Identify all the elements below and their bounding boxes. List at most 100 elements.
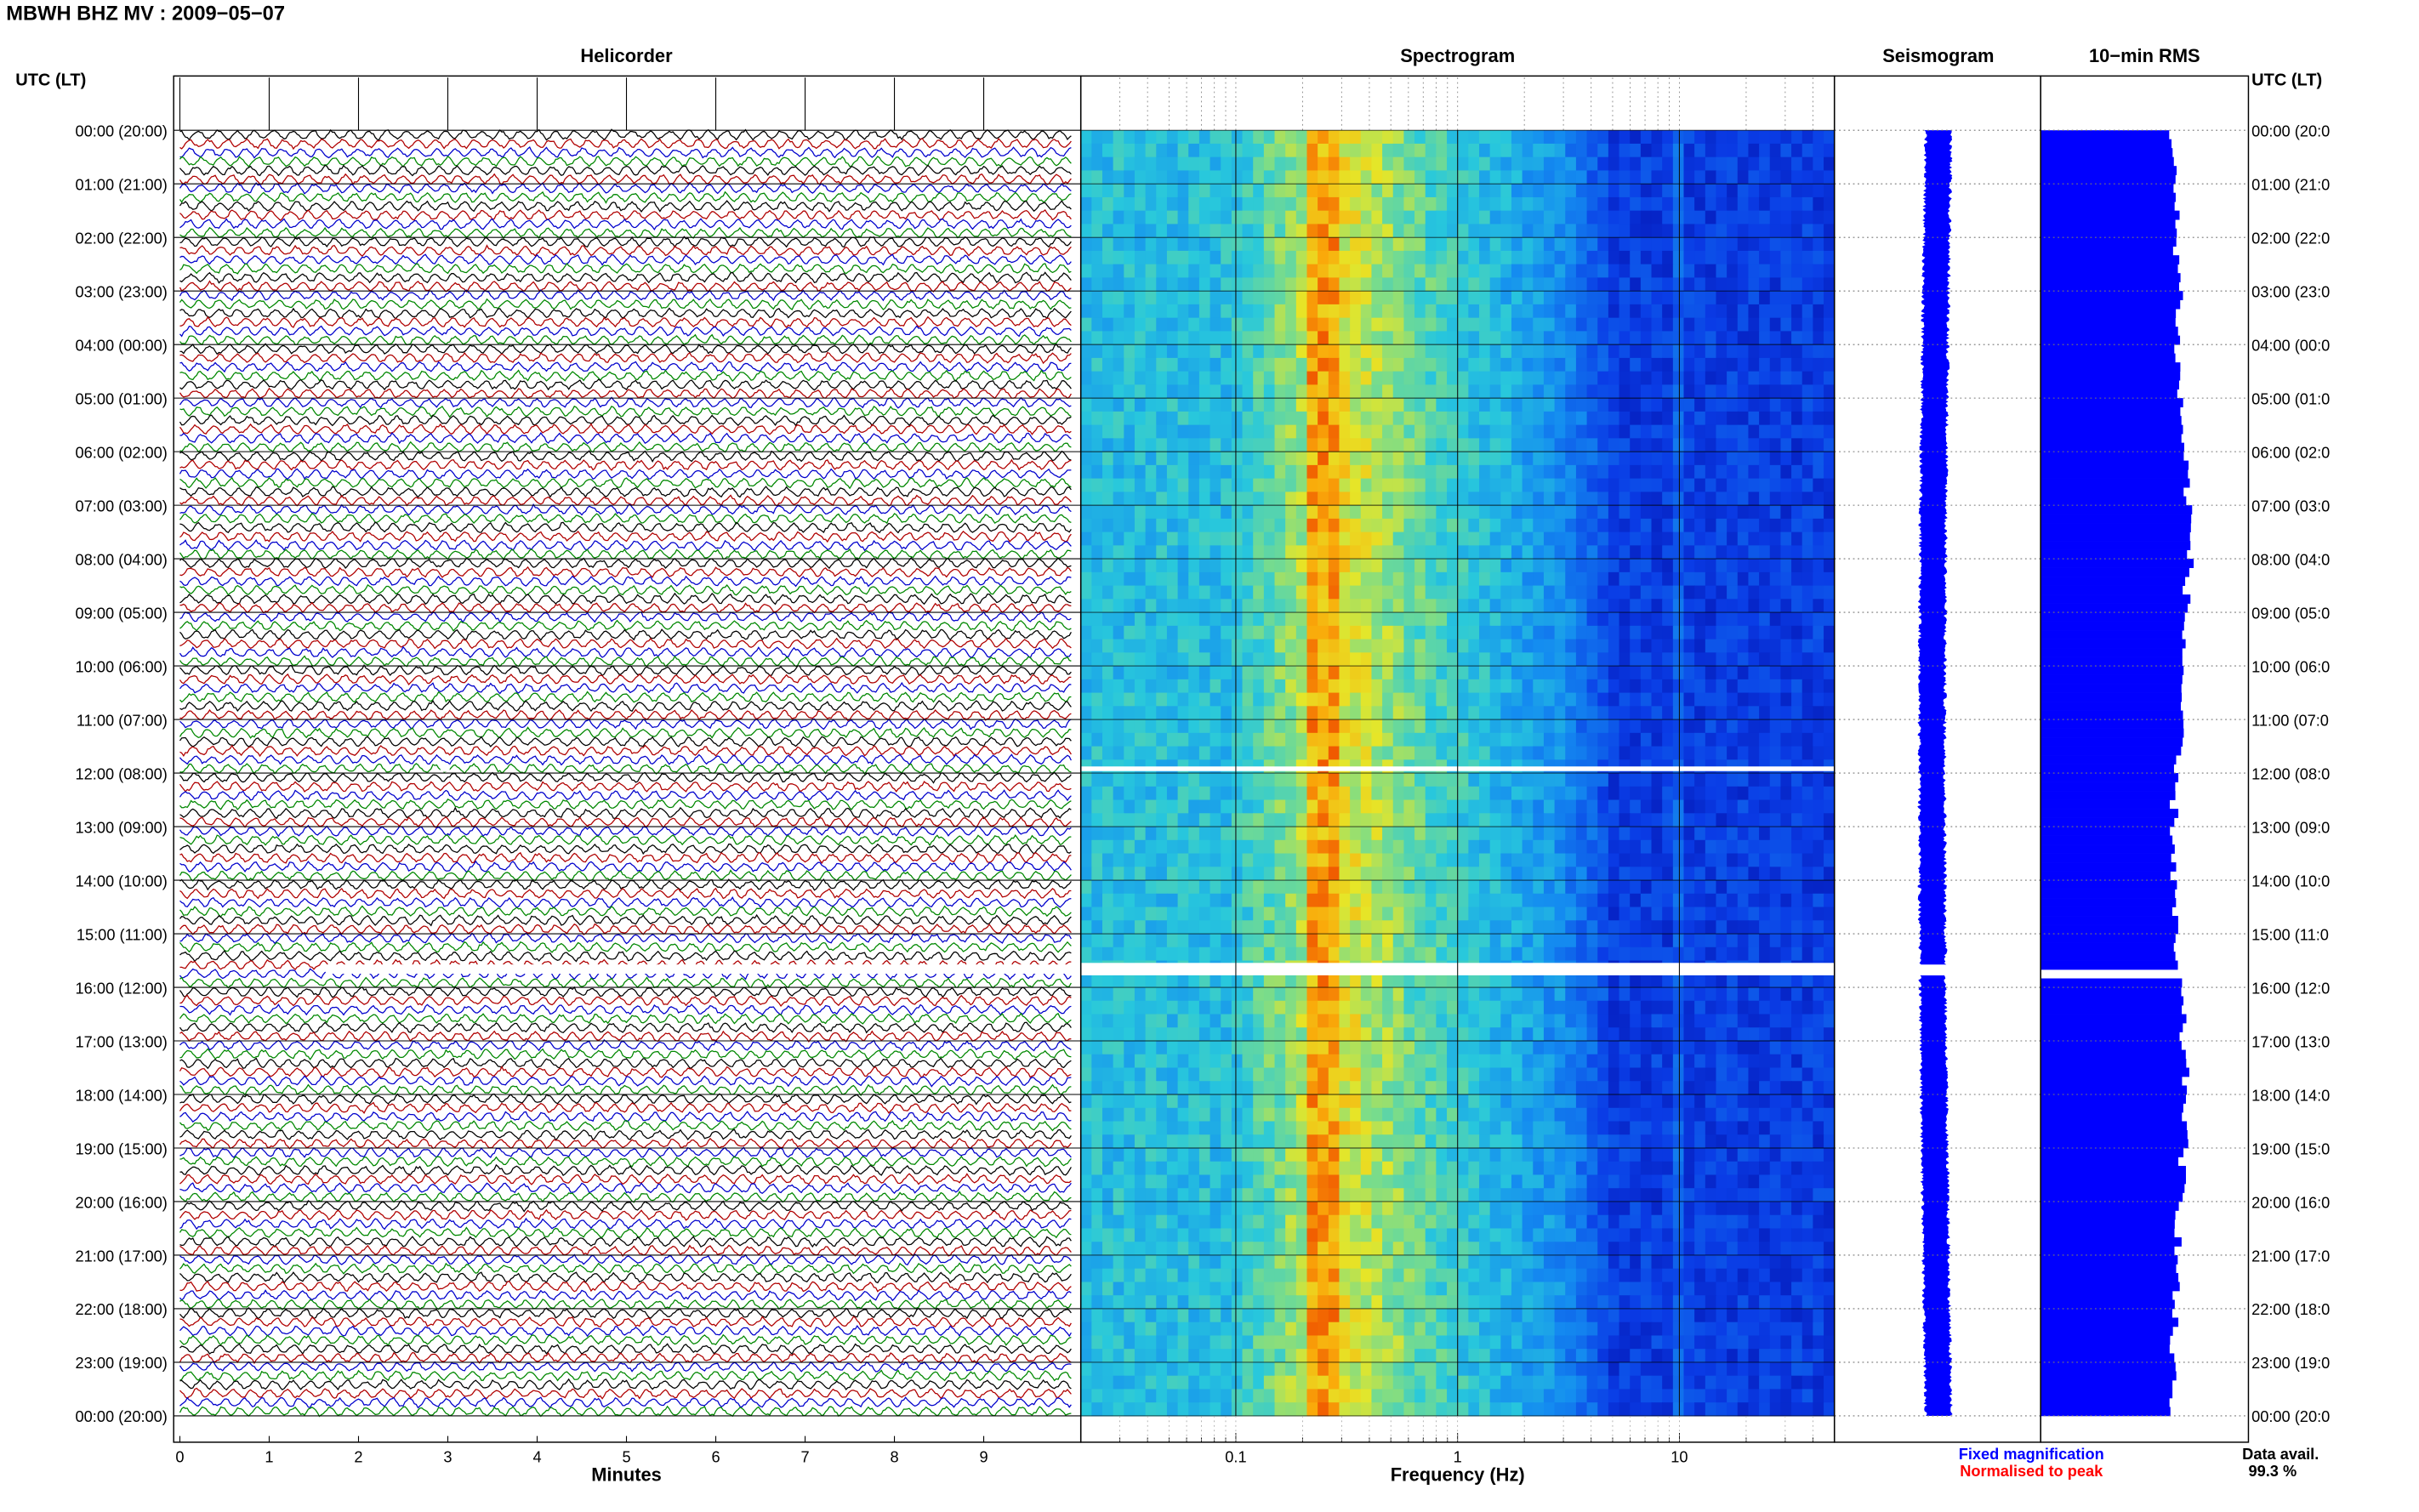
spectrogram-cell — [1210, 692, 1221, 707]
spectrogram-cell — [1683, 746, 1695, 760]
spectrogram-cell — [1188, 277, 1200, 292]
spectrogram-cell — [1748, 304, 1760, 319]
spectrogram-cell — [1306, 237, 1318, 252]
spectrogram-cell — [1447, 1000, 1459, 1015]
spectrogram-cell — [1716, 706, 1727, 720]
spectrogram-cell — [1727, 934, 1739, 948]
spectrogram-cell — [1113, 398, 1125, 412]
spectrogram-cell — [1221, 344, 1232, 359]
spectrogram-cell — [1134, 264, 1147, 278]
spectrogram-cell — [1414, 545, 1426, 560]
spectrogram-cell — [1737, 599, 1750, 613]
spectrogram-cell — [1672, 210, 1685, 225]
spectrogram-cell — [1318, 625, 1329, 640]
spectrogram-cell — [1801, 224, 1814, 238]
spectrogram-cell — [1295, 974, 1308, 988]
spectrogram-cell — [1737, 1027, 1750, 1042]
spectrogram-cell — [1630, 304, 1642, 319]
spectrogram-cell — [1198, 331, 1211, 345]
spectrogram-cell — [1403, 625, 1415, 640]
spectrogram-cell — [1102, 531, 1114, 546]
spectrogram-cell — [1586, 317, 1598, 332]
spectrogram-cell — [1780, 464, 1792, 480]
spectrogram-cell — [1575, 357, 1588, 372]
spectrogram-cell — [1295, 331, 1308, 345]
spectrogram-cell — [1113, 371, 1125, 385]
spectrogram-cell — [1769, 384, 1782, 399]
spectrogram-cell — [1210, 411, 1221, 426]
spectrogram-cell — [1156, 1000, 1168, 1015]
spectrogram-cell — [1382, 1000, 1394, 1015]
spectrogram-cell — [1554, 839, 1566, 855]
spectrogram-cell — [1500, 371, 1512, 385]
helicorder-trace — [179, 208, 1072, 221]
helicorder-trace — [179, 1101, 1072, 1114]
spectrogram-cell — [1339, 867, 1351, 881]
spectrogram-cell — [1748, 652, 1760, 667]
spectrogram-cell — [1188, 585, 1200, 600]
spectrogram-cell — [1306, 974, 1318, 988]
spectrogram-cell — [1791, 692, 1803, 707]
spectrogram-cell — [1565, 143, 1577, 158]
spectrogram-cell — [1145, 839, 1158, 855]
spectrogram-cell — [1479, 438, 1491, 452]
spectrogram-cell — [1318, 424, 1329, 439]
spectrogram-cell — [1360, 746, 1373, 760]
spectrogram-cell — [1586, 184, 1598, 198]
spectrogram-cell — [1403, 452, 1415, 466]
spectrogram-cell — [1091, 907, 1103, 921]
spectrogram-cell — [1500, 291, 1512, 305]
spectrogram-cell — [1500, 196, 1512, 212]
spectrogram-cell — [1253, 264, 1265, 278]
spectrogram-cell — [1737, 853, 1750, 867]
spectrogram-cell — [1392, 893, 1405, 908]
spectrogram-cell — [1489, 692, 1502, 707]
spectrogram-cell — [1414, 732, 1426, 747]
spectrogram-cell — [1318, 317, 1329, 332]
spectrogram-cell — [1716, 531, 1727, 546]
spectrogram-cell — [1791, 317, 1803, 332]
spectrogram-cell — [1565, 545, 1577, 560]
spectrogram-cell — [1436, 987, 1448, 1002]
spectrogram-cell — [1630, 357, 1642, 372]
spectrogram-cell — [1511, 492, 1523, 506]
spectrogram-cell — [1328, 331, 1340, 345]
spectrogram-cell — [1414, 559, 1426, 573]
spectrogram-cell — [1360, 291, 1373, 305]
spectrogram-cell — [1780, 719, 1792, 734]
spectrogram-cell — [1672, 625, 1685, 640]
spectrogram-cell — [1425, 571, 1437, 587]
spectrogram-cell — [1694, 371, 1706, 385]
spectrogram-cell — [1156, 357, 1168, 372]
spectrogram-cell — [1253, 920, 1265, 935]
spectrogram-cell — [1824, 357, 1836, 372]
spectrogram-cell — [1198, 438, 1211, 452]
spectrogram-cell — [1328, 130, 1340, 145]
spectrogram-cell — [1457, 974, 1470, 988]
spectrogram-cell — [1694, 156, 1706, 171]
spectrogram-cell — [1694, 411, 1706, 426]
spectrogram-cell — [1824, 934, 1836, 948]
spectrogram-cell — [1522, 946, 1534, 962]
spectrogram-cell — [1382, 679, 1394, 694]
spectrogram-cell — [1479, 344, 1491, 359]
spectrogram-cell — [1543, 411, 1556, 426]
spectrogram-cell — [1371, 264, 1383, 278]
spectrogram-cell — [1166, 505, 1179, 520]
spectrogram-cell — [1619, 196, 1631, 212]
spectrogram-cell — [1630, 331, 1642, 345]
spectrogram-cell — [1328, 224, 1340, 238]
spectrogram-cell — [1425, 411, 1437, 426]
spectrogram-cell — [1694, 196, 1706, 212]
spectrogram-cell — [1716, 411, 1727, 426]
spectrogram-cell — [1727, 1014, 1739, 1028]
spectrogram-cell — [1295, 518, 1308, 533]
spectrogram-cell — [1263, 652, 1276, 667]
spectrogram-cell — [1511, 666, 1523, 680]
spectrogram-cell — [1672, 518, 1685, 533]
spectrogram-cell — [1274, 492, 1286, 506]
spectrogram-cell — [1468, 571, 1480, 587]
spectrogram-cell — [1780, 692, 1792, 707]
spectrogram-cell — [1500, 143, 1512, 158]
spectrogram-cell — [1640, 946, 1653, 962]
